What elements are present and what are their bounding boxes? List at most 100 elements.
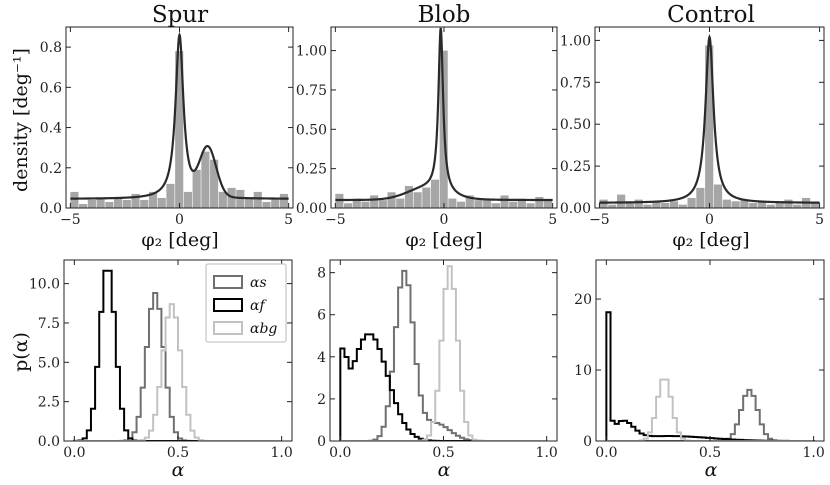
title-blob: Blob — [418, 2, 471, 28]
histogram-bar — [262, 201, 271, 208]
y-tick-label: 0 — [317, 434, 326, 450]
y-tick-label: 2 — [317, 392, 326, 408]
x-tick-label: 0 — [440, 212, 449, 228]
blob-phi2-density-panel: −5 0 5 0.00 0.25 0.50 0.75 1.00 — [296, 26, 558, 228]
histogram-bar — [352, 198, 361, 208]
y-tick-label: 0.00 — [560, 201, 591, 217]
histogram-bar — [617, 194, 626, 208]
histogram-bar — [509, 201, 518, 208]
x-tick-label: −5 — [589, 212, 610, 228]
histogram-bar — [201, 151, 210, 208]
model-density-curve — [599, 34, 820, 204]
x-tick-label: 0.0 — [595, 445, 617, 461]
x-tick-label: 5 — [284, 212, 293, 228]
legend-label: αf — [250, 298, 267, 314]
axes-frame — [329, 259, 558, 442]
step-histogram-alpha-f — [605, 311, 815, 441]
x-tick-label: 5 — [548, 212, 557, 228]
y-tick-label: 20 — [574, 292, 592, 308]
histogram-bar — [526, 203, 535, 208]
histogram-bar — [396, 198, 405, 208]
histogram-bar — [157, 197, 166, 208]
histogram-bar — [713, 184, 723, 208]
y-tick-label: 7.5 — [38, 316, 60, 332]
x-tick-label: −5 — [60, 212, 81, 228]
y-tick-label: 4 — [317, 350, 326, 366]
histogram-bar — [775, 202, 784, 208]
histogram-bar — [749, 202, 758, 208]
histogram-bar — [766, 204, 775, 208]
title-control: Control — [667, 2, 755, 28]
y-tick-label: 0.25 — [560, 159, 591, 175]
histogram-bar — [661, 202, 670, 208]
histogram-bar — [192, 169, 201, 208]
blob-alpha-panel: 0.0 0.5 1.0 0 2 4 6 8 — [317, 259, 558, 461]
histogram-bar — [244, 197, 254, 208]
histogram-bar — [183, 191, 192, 208]
y-tick-label: 0.75 — [560, 75, 591, 91]
y-tick-label: 0.0 — [38, 434, 60, 450]
y-tick-label: 0.50 — [296, 122, 327, 138]
step-histogram-alpha-s — [606, 388, 814, 441]
y-tick-label: 0 — [583, 434, 592, 450]
y-tick-label: 5.0 — [38, 355, 60, 371]
plot-area — [335, 27, 553, 208]
x-tick-label: 0.0 — [63, 445, 85, 461]
step-histogram-alpha-bg — [74, 303, 282, 441]
y-tick-label: 10 — [574, 363, 592, 379]
histogram-bar — [378, 200, 387, 208]
histogram-bar — [271, 197, 280, 208]
y-tick-label: 0.50 — [560, 117, 591, 133]
histogram-bar — [599, 199, 608, 208]
histogram-bar — [731, 201, 740, 208]
x-tick-label: 0 — [705, 212, 714, 228]
xlabel-spur-bottom: α — [172, 459, 185, 481]
legend-swatch — [213, 275, 243, 289]
histogram-bar — [457, 201, 466, 208]
y-tick-label: 0.00 — [296, 201, 327, 217]
plot-area — [599, 34, 820, 208]
x-tick-label: 1.0 — [803, 445, 825, 461]
histogram-bar — [793, 204, 802, 208]
y-tick-label: 10.0 — [29, 277, 60, 293]
plot-area — [339, 265, 547, 441]
x-tick-label: 0.0 — [329, 445, 351, 461]
y-tick-label: 1.00 — [296, 44, 327, 60]
histogram-bar — [361, 201, 370, 208]
histogram-bar — [79, 203, 88, 208]
histogram-bar — [387, 192, 396, 208]
y-tick-label: 0.4 — [40, 121, 62, 137]
x-tick-label: 0.5 — [432, 445, 454, 461]
histogram-bar — [810, 202, 819, 208]
model-density-curve — [335, 27, 553, 202]
histogram-bar — [344, 203, 353, 208]
xlabel-blob-top: φ₂ [deg] — [405, 229, 482, 251]
histogram-bar — [430, 179, 440, 208]
legend-label: αs — [250, 275, 267, 291]
step-histogram-alpha-f — [339, 333, 547, 441]
histogram-bar — [87, 199, 96, 208]
histogram-bar — [535, 196, 544, 208]
xlabel-control-top: φ₂ [deg] — [672, 229, 749, 251]
y-tick-label: 2.5 — [38, 395, 60, 411]
histogram-bar — [491, 203, 500, 208]
legend-label: αbg — [250, 321, 277, 337]
histogram-bar — [722, 199, 731, 208]
y-tick-label: 0.0 — [40, 201, 62, 217]
x-tick-label: 0.5 — [167, 445, 189, 461]
step-histogram-alpha-bg — [340, 265, 547, 441]
y-tick-label: 0.6 — [40, 80, 62, 96]
histogram-bar — [218, 191, 227, 208]
histogram-bar — [448, 198, 457, 208]
histogram-bar — [740, 199, 749, 208]
plot-area — [605, 311, 815, 441]
histogram-bar — [465, 195, 474, 208]
histogram-bar — [678, 204, 687, 208]
ylabel-top: density [deg⁻¹] — [10, 48, 32, 192]
histogram-bar — [122, 199, 131, 208]
histogram-bar — [422, 187, 431, 208]
plot-area — [70, 31, 289, 208]
histogram-bar — [474, 200, 483, 208]
ylabel-bottom: p(α) — [10, 332, 32, 372]
histogram-bar — [652, 201, 661, 208]
